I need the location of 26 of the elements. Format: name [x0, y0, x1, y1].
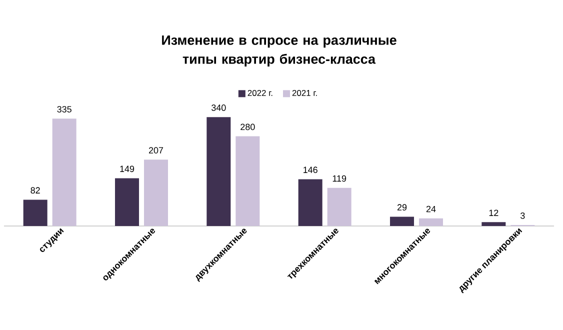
bar	[23, 200, 48, 226]
data-label: 12	[489, 210, 498, 216]
chart-title: Изменение в спросе на различные типы квартир бизнес-класса	[162, 36, 396, 67]
bar	[52, 118, 76, 226]
data-label: 340	[212, 104, 226, 111]
data-label: 24	[426, 206, 436, 212]
bar	[206, 117, 231, 226]
bar	[236, 136, 260, 226]
bar	[115, 178, 139, 226]
data-label: 82	[30, 187, 40, 194]
bar	[390, 216, 414, 226]
data-label: 335	[57, 106, 72, 112]
data-label: 119	[332, 175, 346, 182]
legend-label: 2021 г.	[292, 90, 317, 96]
bar	[327, 188, 352, 226]
data-label: 280	[240, 124, 255, 130]
bar	[419, 218, 443, 226]
data-label: 207	[148, 147, 164, 154]
legend-label: 2022 г.	[248, 90, 272, 96]
data-label: 3	[520, 212, 525, 219]
bar	[482, 222, 506, 226]
data-label: 146	[304, 166, 318, 174]
data-label: 29	[397, 204, 407, 211]
bar	[298, 179, 322, 226]
bar	[144, 160, 168, 226]
data-label: 149	[120, 166, 134, 172]
